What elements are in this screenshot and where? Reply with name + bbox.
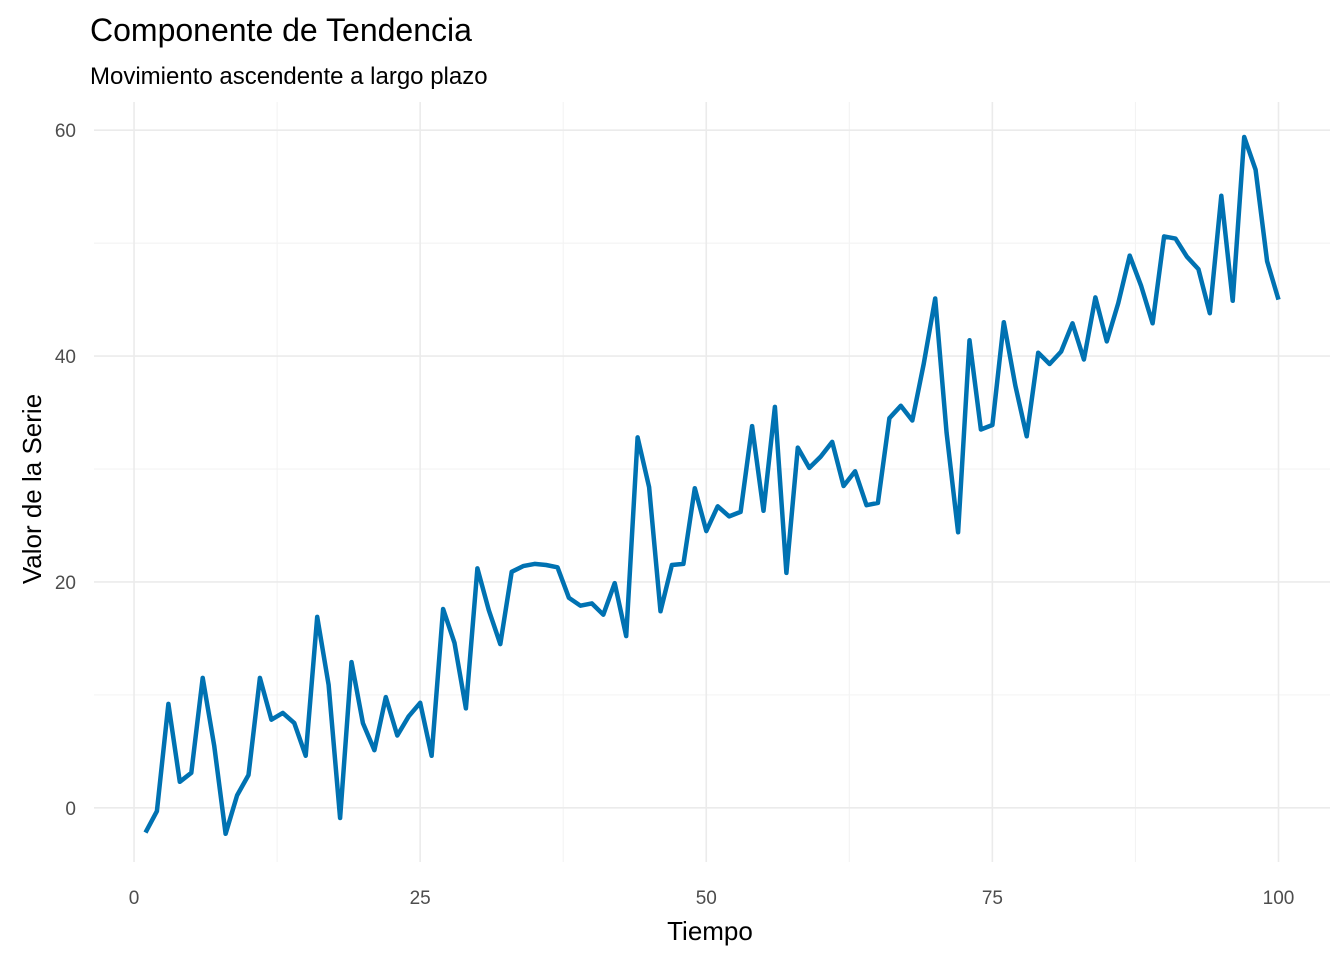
x-tick-label: 0 xyxy=(129,888,140,909)
series-layer xyxy=(143,134,1281,837)
y-tick-label: 20 xyxy=(55,573,76,594)
y-axis-title: Valor de la Serie xyxy=(17,394,47,584)
y-tick-label: 60 xyxy=(55,121,76,142)
grid xyxy=(94,102,1330,862)
tick-labels: 0 25 50 75 100 0 20 40 60 xyxy=(55,121,1294,909)
y-tick-label: 40 xyxy=(55,347,76,368)
x-tick-label: 25 xyxy=(410,888,431,909)
y-tick-label: 0 xyxy=(65,799,76,820)
series-line xyxy=(143,134,1281,837)
x-tick-label: 75 xyxy=(982,888,1003,909)
x-tick-label: 50 xyxy=(696,888,717,909)
chart-subtitle: Movimiento ascendente a largo plazo xyxy=(90,63,488,90)
chart-title: Componente de Tendencia xyxy=(90,12,472,48)
x-axis-title: Tiempo xyxy=(667,916,753,946)
x-tick-label: 100 xyxy=(1263,888,1295,909)
